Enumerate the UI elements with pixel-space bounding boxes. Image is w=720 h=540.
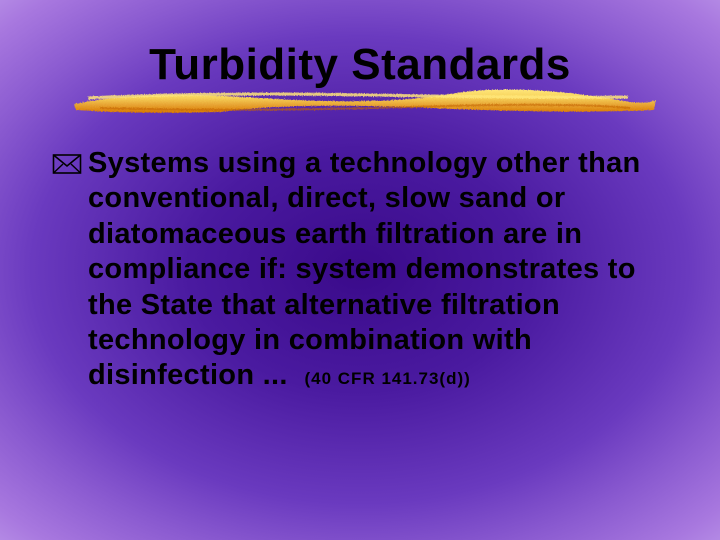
slide-title: Turbidity Standards (70, 40, 650, 90)
bullet-item: Systems using a technology other than co… (70, 146, 642, 394)
title-block: Turbidity Standards (70, 40, 650, 118)
citation-text: (40 CFR 141.73(d)) (304, 369, 470, 388)
envelope-icon (52, 152, 82, 176)
slide: Turbidity Standards (0, 0, 720, 540)
body-text: Systems using a technology other than co… (88, 147, 641, 391)
content-area: Systems using a technology other than co… (70, 146, 650, 394)
body-paragraph: Systems using a technology other than co… (88, 146, 642, 394)
